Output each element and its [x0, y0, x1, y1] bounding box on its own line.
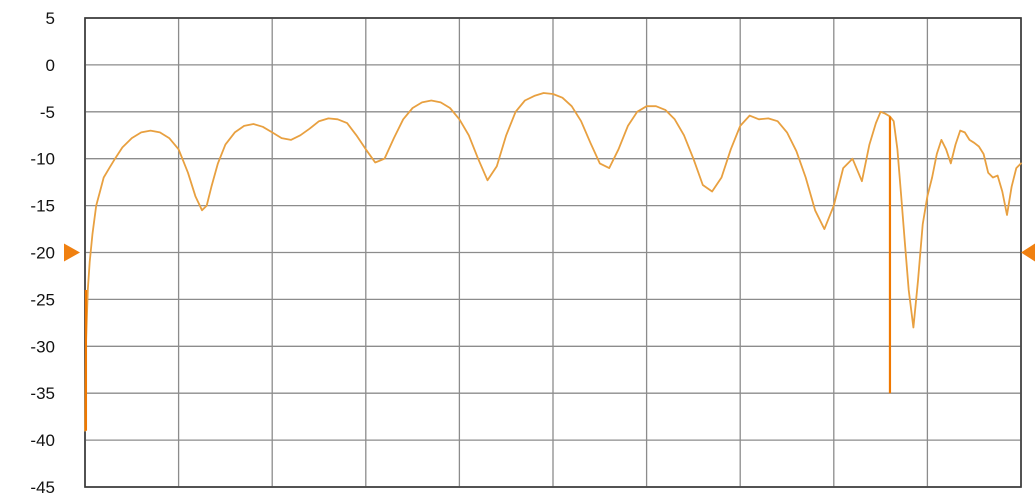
y-tick-label: 5 [46, 9, 55, 28]
reference-markers [64, 243, 1035, 262]
y-axis-tick-labels: 5 0 -5 -10 -15 -20 -25 -30 -35 -40 -45 [30, 9, 55, 497]
y-tick-label: -5 [40, 103, 55, 122]
horizontal-gridlines [85, 64, 1021, 441]
y-tick-label: -15 [30, 197, 55, 216]
y-tick-label: -25 [30, 290, 55, 309]
y-tick-label: -10 [30, 150, 55, 169]
y-tick-label: -35 [30, 384, 55, 403]
y-tick-label: 0 [46, 56, 55, 75]
reference-marker-left [64, 243, 80, 262]
reference-marker-right [1021, 243, 1035, 262]
y-tick-label: -40 [30, 431, 55, 450]
y-tick-label: -20 [30, 244, 55, 263]
series-group [84, 92, 1022, 432]
series-line [84, 92, 1022, 432]
y-tick-label: -30 [30, 337, 55, 356]
y-tick-label: -45 [30, 478, 55, 497]
